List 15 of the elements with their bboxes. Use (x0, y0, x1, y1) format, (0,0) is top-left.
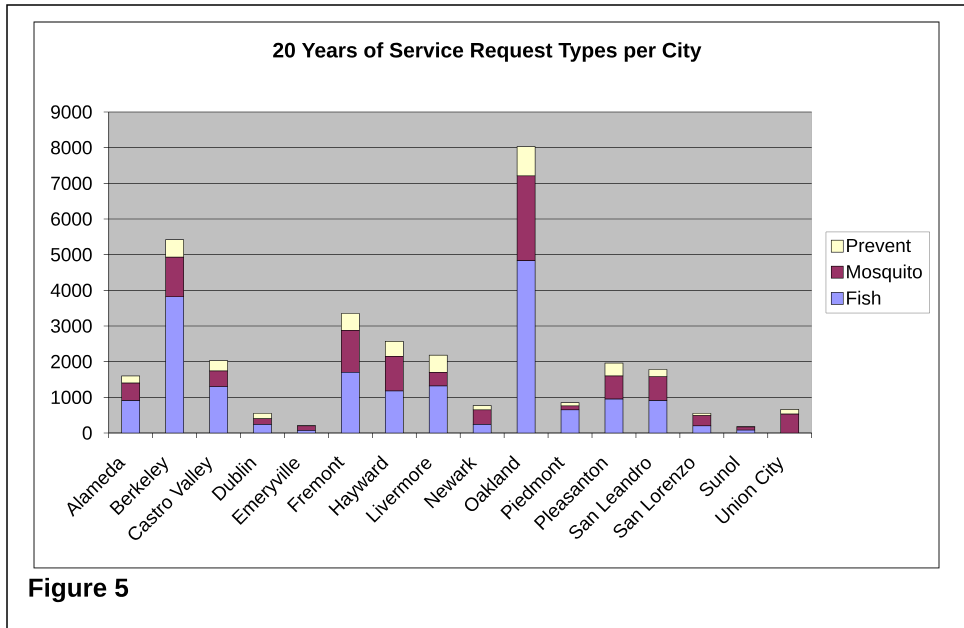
caption: Figure 5 (29, 578, 128, 602)
y-tick-label: 7000 (51, 176, 92, 190)
legend-label: Prevent (847, 238, 911, 252)
y-tick-label: 6000 (51, 212, 92, 226)
y-tick-label: 4000 (50, 284, 92, 298)
chart-title: 20 Years of Service Request Types per City (273, 42, 702, 62)
legend-label: Mosquito (847, 264, 922, 282)
y-tick-label: 9000 (51, 105, 92, 119)
y-tick-label: 5000 (50, 248, 92, 262)
y-tick-label: 1000 (52, 390, 92, 404)
y-tick-label: 8000 (51, 140, 92, 154)
y-tick-label: 3000 (50, 319, 92, 333)
y-tick-label: 0 (82, 426, 92, 440)
legend-label: Fish (847, 290, 880, 305)
y-tick-label: 2000 (51, 354, 92, 368)
